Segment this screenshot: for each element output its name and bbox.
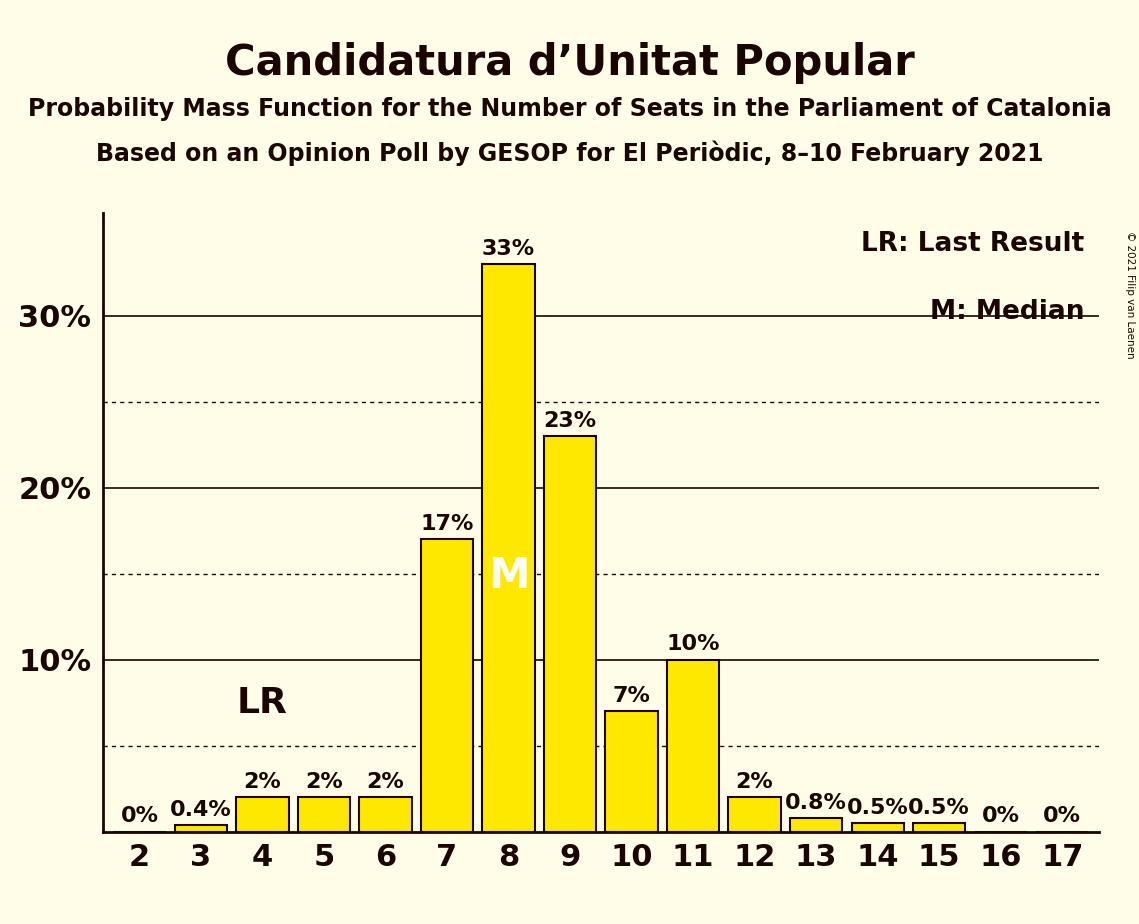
Text: 17%: 17%: [420, 514, 474, 534]
Text: 33%: 33%: [482, 239, 535, 259]
Bar: [236, 797, 288, 832]
Bar: [667, 660, 719, 832]
Text: M: Median: M: Median: [929, 299, 1084, 325]
Bar: [174, 825, 227, 832]
Text: 2%: 2%: [736, 772, 773, 792]
Bar: [544, 436, 596, 832]
Text: 2%: 2%: [305, 772, 343, 792]
Text: Based on an Opinion Poll by GESOP for El Periòdic, 8–10 February 2021: Based on an Opinion Poll by GESOP for El…: [96, 140, 1043, 166]
Bar: [421, 540, 473, 832]
Text: 0.5%: 0.5%: [846, 797, 909, 818]
Bar: [729, 797, 780, 832]
Text: 0%: 0%: [982, 807, 1019, 826]
Bar: [913, 823, 966, 832]
Text: 0.4%: 0.4%: [170, 799, 232, 820]
Text: 0%: 0%: [121, 807, 158, 826]
Text: 2%: 2%: [367, 772, 404, 792]
Text: M: M: [487, 555, 530, 597]
Bar: [360, 797, 411, 832]
Text: 7%: 7%: [613, 686, 650, 706]
Bar: [852, 823, 904, 832]
Bar: [606, 711, 657, 832]
Text: Probability Mass Function for the Number of Seats in the Parliament of Catalonia: Probability Mass Function for the Number…: [27, 97, 1112, 121]
Bar: [790, 818, 842, 832]
Text: LR: Last Result: LR: Last Result: [861, 231, 1084, 257]
Text: Candidatura d’Unitat Popular: Candidatura d’Unitat Popular: [224, 42, 915, 83]
Bar: [297, 797, 350, 832]
Text: 23%: 23%: [543, 411, 597, 431]
Text: LR: LR: [237, 686, 288, 720]
Text: 0.5%: 0.5%: [908, 797, 970, 818]
Text: 10%: 10%: [666, 635, 720, 654]
Text: 0.8%: 0.8%: [785, 793, 847, 813]
Bar: [483, 264, 534, 832]
Text: 2%: 2%: [244, 772, 281, 792]
Text: 0%: 0%: [1043, 807, 1081, 826]
Text: © 2021 Filip van Laenen: © 2021 Filip van Laenen: [1125, 231, 1134, 359]
